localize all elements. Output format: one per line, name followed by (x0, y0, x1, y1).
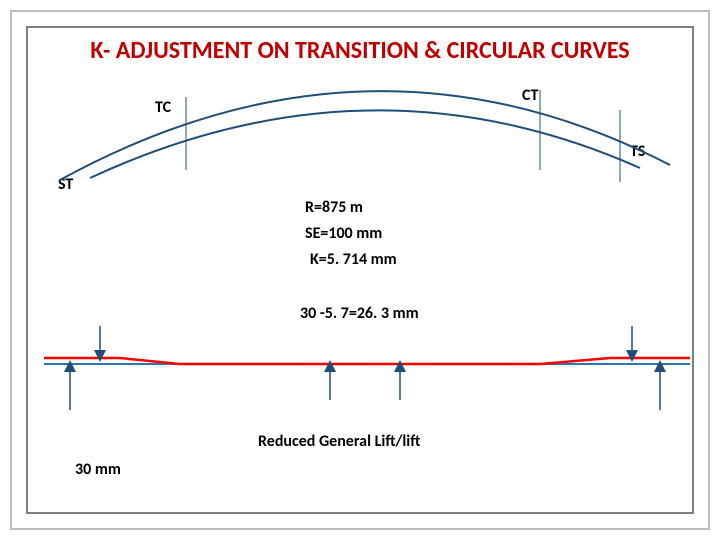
diagram-canvas (0, 0, 720, 540)
